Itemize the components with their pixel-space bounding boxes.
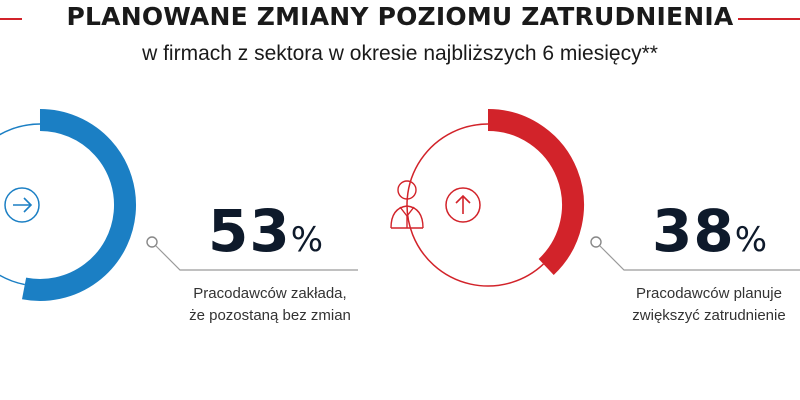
value-unit-stable: % (290, 220, 324, 260)
value-label-stable: 53% (208, 202, 323, 260)
value-number-increase: 38 (652, 197, 735, 265)
donut-track-increase (406, 123, 544, 287)
right-arrow-icon (4, 187, 40, 223)
page-subtitle: w firmach z sektora w okresie najbliższy… (142, 42, 658, 65)
caption-line-1-increase: Pracodawców planuje (636, 285, 782, 302)
donut-fill-increase (487, 109, 584, 275)
value-label-increase: 38% (652, 202, 767, 260)
value-unit-increase: % (734, 220, 768, 260)
caption-stable: Pracodawców zakłada, że pozostaną bez zm… (170, 283, 370, 327)
donut-track-stable (0, 123, 41, 286)
value-number-stable: 53 (208, 197, 291, 265)
caption-line-2-increase: zwiększyć zatrudnienie (632, 307, 786, 324)
donut-chart-increase (390, 109, 800, 287)
caption-line-2-stable: że pozostaną bez zmian (189, 307, 351, 324)
callout-connector-increase (590, 236, 800, 271)
caption-increase: Pracodawców planuje zwiększyć zatrudnien… (618, 283, 800, 327)
worker-icon (390, 180, 424, 229)
page-title: PLANOWANE ZMIANY POZIOMU ZATRUDNIENIA (66, 2, 734, 31)
title-rule-left (0, 18, 22, 20)
caption-line-1-stable: Pracodawców zakłada, (193, 285, 347, 302)
title-rule-right (738, 18, 800, 20)
up-arrow-icon (445, 187, 481, 223)
callout-connector-stable (146, 236, 358, 271)
donut-chart-stable (0, 109, 358, 301)
donut-fill-stable (22, 109, 136, 301)
